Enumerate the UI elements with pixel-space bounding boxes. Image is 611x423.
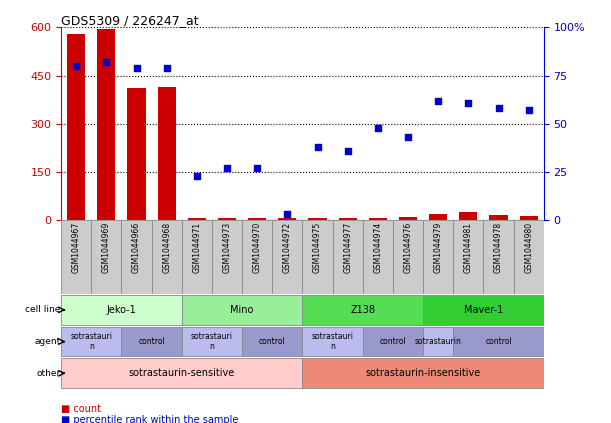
Bar [152, 220, 182, 294]
Point [343, 147, 353, 154]
Text: GSM1044981: GSM1044981 [464, 222, 473, 273]
Bar [453, 327, 544, 357]
Point [131, 65, 141, 71]
Text: sotrastaurin-sensitive: sotrastaurin-sensitive [129, 368, 235, 378]
Text: Mino: Mino [230, 305, 254, 315]
Bar [61, 327, 122, 357]
Text: GSM1044977: GSM1044977 [343, 222, 352, 273]
Bar [61, 295, 182, 325]
Bar [332, 220, 363, 294]
Bar [182, 295, 302, 325]
Bar [279, 218, 296, 220]
Point [282, 211, 292, 217]
Text: control: control [485, 337, 512, 346]
Bar [97, 29, 115, 220]
Point [403, 134, 413, 140]
Point [101, 59, 111, 66]
Text: GSM1044970: GSM1044970 [253, 222, 262, 273]
Text: GSM1044979: GSM1044979 [434, 222, 443, 273]
Text: sotrastauri
n: sotrastauri n [191, 332, 233, 351]
Bar [242, 220, 273, 294]
Bar [61, 358, 302, 388]
Text: sotrastaurin: sotrastaurin [415, 337, 462, 346]
Bar [514, 220, 544, 294]
Text: control: control [138, 337, 165, 346]
Text: cell line: cell line [25, 305, 60, 314]
Bar [302, 220, 332, 294]
Bar [369, 218, 387, 220]
Bar [122, 327, 182, 357]
Text: sotrastauri
n: sotrastauri n [70, 332, 112, 351]
Bar [67, 34, 86, 220]
Bar [61, 220, 91, 294]
Bar [158, 87, 176, 220]
Bar [273, 220, 302, 294]
Bar [212, 220, 242, 294]
Bar [393, 220, 423, 294]
Text: GSM1044966: GSM1044966 [132, 222, 141, 273]
Bar [242, 327, 302, 357]
Bar [519, 216, 538, 220]
Text: sotrastauri
n: sotrastauri n [312, 332, 354, 351]
Text: GSM1044967: GSM1044967 [71, 222, 81, 273]
Point [192, 172, 202, 179]
Bar [218, 218, 236, 220]
Bar [302, 327, 363, 357]
Text: Jeko-1: Jeko-1 [106, 305, 136, 315]
Bar [489, 215, 508, 220]
Bar [182, 327, 242, 357]
Bar [399, 217, 417, 220]
Bar [302, 295, 423, 325]
Text: GSM1044975: GSM1044975 [313, 222, 322, 273]
Bar [309, 218, 326, 220]
Text: Maver-1: Maver-1 [464, 305, 503, 315]
Bar [423, 295, 544, 325]
Text: GSM1044976: GSM1044976 [403, 222, 412, 273]
Bar [248, 218, 266, 220]
Text: control: control [379, 337, 406, 346]
Text: GSM1044974: GSM1044974 [373, 222, 382, 273]
Bar [483, 220, 514, 294]
Text: other: other [36, 369, 60, 378]
Text: GSM1044972: GSM1044972 [283, 222, 292, 273]
Bar [128, 88, 145, 220]
Text: GDS5309 / 226247_at: GDS5309 / 226247_at [61, 14, 199, 27]
Point [313, 143, 323, 150]
Text: ■ count: ■ count [61, 404, 101, 414]
Bar [91, 220, 122, 294]
Point [433, 97, 443, 104]
Point [252, 165, 262, 171]
Bar [188, 218, 206, 220]
Bar [459, 212, 477, 220]
Point [494, 105, 503, 112]
Point [222, 165, 232, 171]
Point [71, 63, 81, 69]
Bar [182, 220, 212, 294]
Bar [122, 220, 152, 294]
Text: GSM1044971: GSM1044971 [192, 222, 202, 273]
Text: GSM1044973: GSM1044973 [222, 222, 232, 273]
Text: agent: agent [34, 337, 60, 346]
Bar [302, 358, 544, 388]
Bar [423, 327, 453, 357]
Point [464, 99, 474, 106]
Bar [453, 220, 483, 294]
Text: Z138: Z138 [350, 305, 375, 315]
Bar [363, 220, 393, 294]
Point [524, 107, 533, 114]
Text: GSM1044978: GSM1044978 [494, 222, 503, 273]
Text: sotrastaurin-insensitive: sotrastaurin-insensitive [365, 368, 481, 378]
Point [373, 124, 382, 131]
Bar [429, 214, 447, 220]
Text: GSM1044968: GSM1044968 [162, 222, 171, 273]
Bar [338, 218, 357, 220]
Text: ■ percentile rank within the sample: ■ percentile rank within the sample [61, 415, 238, 423]
Text: control: control [259, 337, 286, 346]
Text: GSM1044980: GSM1044980 [524, 222, 533, 273]
Bar [363, 327, 423, 357]
Point [162, 65, 172, 71]
Text: GSM1044969: GSM1044969 [102, 222, 111, 273]
Bar [423, 220, 453, 294]
